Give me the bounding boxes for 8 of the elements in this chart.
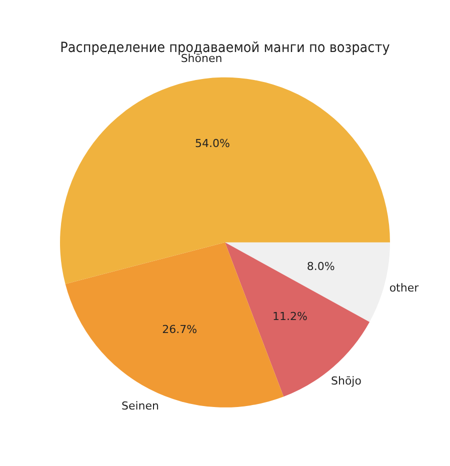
chart-title: Распределение продаваемой манги по возрасту bbox=[60, 40, 390, 56]
slice-label: other bbox=[389, 281, 420, 294]
data-label: 54.0% bbox=[194, 137, 230, 150]
data-label: 11.2% bbox=[272, 310, 308, 323]
data-label: 8.0% bbox=[306, 260, 335, 273]
slice-label: Shōjo bbox=[330, 374, 362, 388]
slice-label: Seinen bbox=[121, 399, 160, 412]
data-label: 26.7% bbox=[162, 323, 198, 336]
